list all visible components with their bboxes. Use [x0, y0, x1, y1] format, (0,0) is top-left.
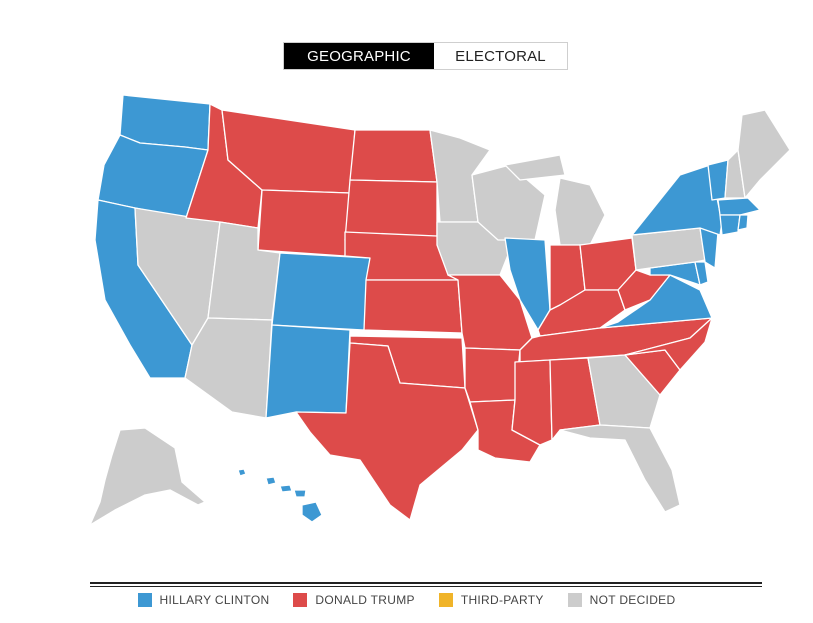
legend-divider-top [90, 582, 762, 584]
electoral-tab[interactable]: ELECTORAL [434, 43, 567, 69]
state-wy[interactable] [257, 189, 351, 257]
state-ga[interactable] [587, 354, 661, 429]
legend-swatch-clinton [137, 593, 152, 607]
state-ny[interactable] [631, 164, 723, 236]
legend-swatch-third-party [438, 593, 453, 607]
legend-item-clinton: HILLARY CLINTON [137, 593, 270, 607]
state-ar[interactable] [464, 347, 521, 403]
legend-swatch-trump [293, 593, 308, 607]
state-ri[interactable] [737, 214, 749, 231]
state-ma[interactable] [717, 197, 761, 216]
state-co[interactable] [271, 252, 371, 331]
us-map [89, 94, 791, 526]
state-ks[interactable] [363, 279, 463, 334]
state-nc[interactable] [624, 317, 713, 371]
legend-item-third-party: THIRD-PARTY [438, 593, 544, 607]
geographic-tab[interactable]: GEOGRAPHIC [284, 43, 434, 69]
legend-swatch-not-decided [567, 593, 582, 607]
state-hi[interactable] [237, 468, 323, 523]
state-ct[interactable] [719, 214, 741, 236]
state-az[interactable] [184, 317, 273, 419]
legend-item-not-decided: NOT DECIDED [567, 593, 676, 607]
state-ms[interactable] [511, 359, 553, 446]
state-me[interactable] [737, 109, 791, 199]
state-fl[interactable] [559, 424, 681, 513]
legend-item-trump: DONALD TRUMP [293, 593, 415, 607]
state-nd[interactable] [349, 129, 438, 183]
legend-label-clinton: HILLARY CLINTON [159, 593, 270, 607]
legend: HILLARY CLINTON DONALD TRUMP THIRD-PARTY… [0, 593, 813, 607]
legend-label-trump: DONALD TRUMP [315, 593, 415, 607]
map-view-toggle: GEOGRAPHIC ELECTORAL [283, 42, 568, 70]
state-tx[interactable] [295, 342, 479, 521]
legend-label-third-party: THIRD-PARTY [460, 593, 544, 607]
legend-divider-bottom [90, 586, 762, 587]
state-nm[interactable] [265, 324, 351, 419]
state-ak[interactable] [89, 427, 206, 526]
legend-label-not-decided: NOT DECIDED [589, 593, 676, 607]
state-de[interactable] [694, 261, 709, 286]
